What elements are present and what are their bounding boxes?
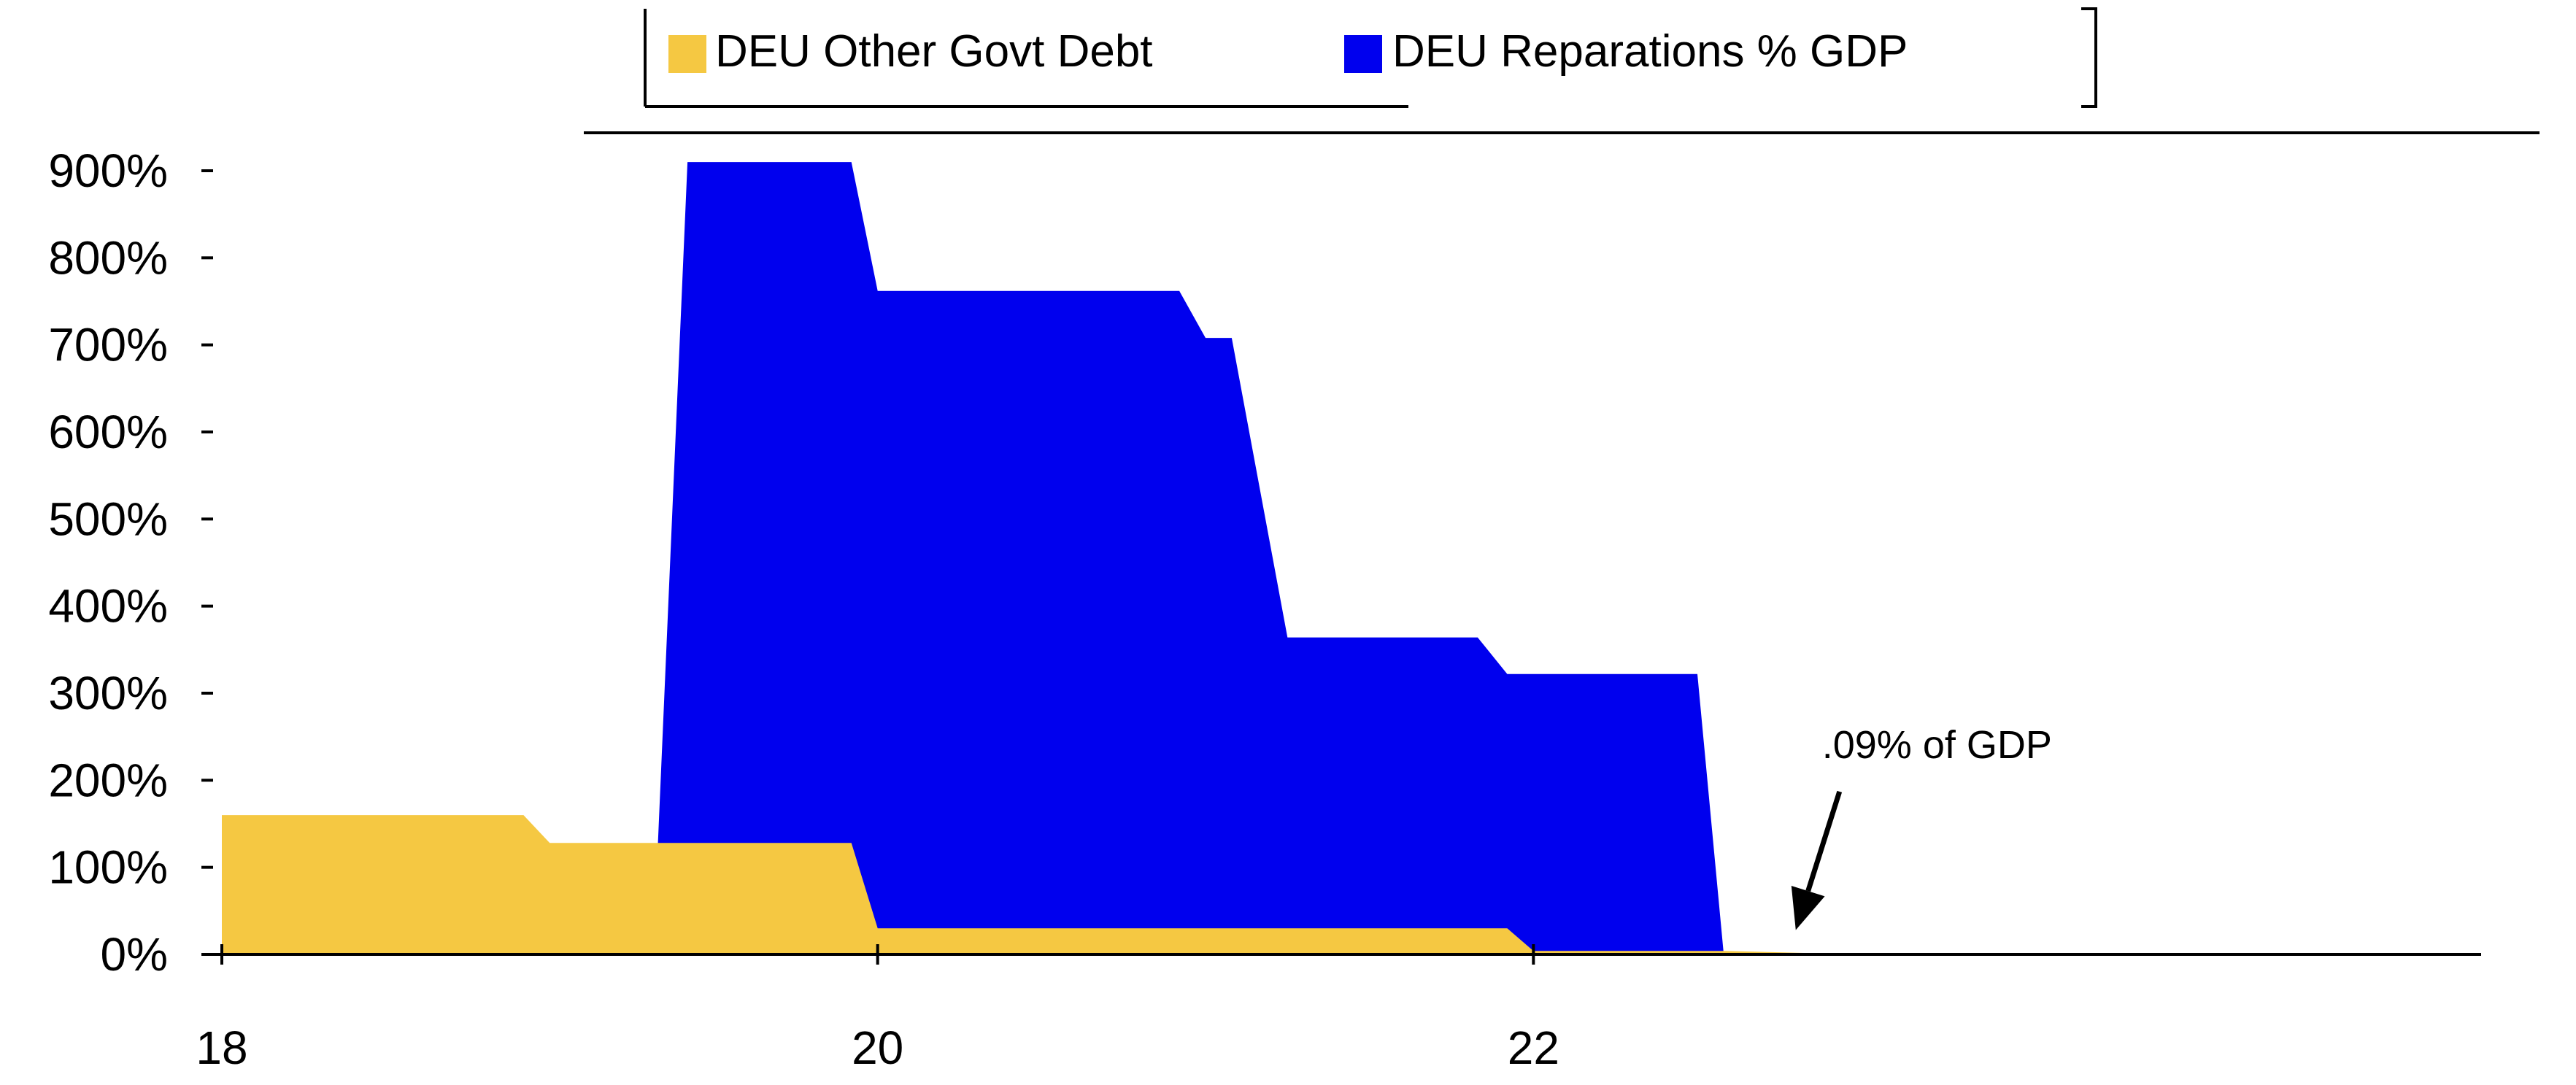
y-tick-label: 300% <box>48 667 168 719</box>
y-tick-label: 400% <box>48 580 168 633</box>
plot-area <box>222 162 1862 954</box>
axes: 0% 100% 200% 300% 400% 500% 600% 700% 800% 900% 18… <box>48 144 2481 1074</box>
legend-box-right-edge <box>2081 7 2097 108</box>
y-tick-label: 800% <box>48 231 168 284</box>
legend-swatch-reparations <box>1344 35 1382 73</box>
annotation-text: .09% of GDP <box>1822 723 2052 767</box>
x-tick-label: 20 <box>852 1022 903 1074</box>
y-tick-label: 100% <box>48 841 168 894</box>
annotation: .09% of GDP <box>1791 723 2052 930</box>
y-tick-label: 500% <box>48 493 168 545</box>
area-series-deu-other-govt-debt <box>222 815 1862 954</box>
x-tick-label: 22 <box>1508 1022 1559 1074</box>
legend-label-reparations: DEU Reparations % GDP <box>1392 26 1908 77</box>
legend-swatch-other-govt-debt <box>668 35 706 73</box>
y-tick-label: 900% <box>48 144 168 197</box>
y-tick-label: 600% <box>48 406 168 458</box>
annotation-arrow-head <box>1791 885 1825 930</box>
y-tick-label: 200% <box>48 754 168 806</box>
x-tick-label: 18 <box>196 1022 247 1074</box>
legend-label-other-govt-debt: DEU Other Govt Debt <box>715 26 1153 77</box>
y-tick-label: 700% <box>48 319 168 371</box>
legend: DEU Other Govt Debt DEU Reparations % GD… <box>644 7 2097 108</box>
area-series-deu-reparations-gdp <box>658 162 1724 953</box>
y-tick-label: 0% <box>101 928 169 981</box>
annotation-arrow <box>1805 790 1843 892</box>
